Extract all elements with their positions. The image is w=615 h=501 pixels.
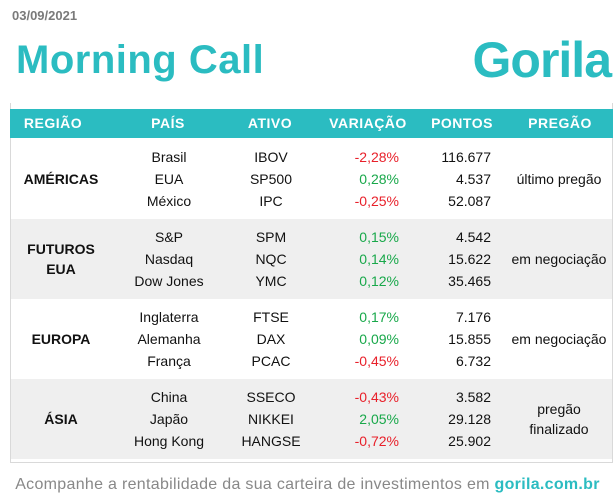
header-regiao: REGIÃO: [23, 115, 83, 131]
country-cell: México: [146, 193, 192, 209]
session-status: pregão finalizado: [529, 401, 589, 437]
table-row: França PCAC -0,45% 6.732: [11, 351, 612, 372]
session-status: em negociação: [511, 331, 607, 347]
change-cell: -0,25%: [354, 193, 399, 209]
points-cell: 116.677: [441, 149, 491, 165]
header-ativo: ATIVO: [247, 115, 293, 131]
asset-cell: IBOV: [254, 149, 288, 165]
country-cell: França: [147, 353, 191, 369]
region-group: FUTUROS EUA S&P SPM 0,15% 4.542 Nasdaq NQC 0,14…: [11, 219, 612, 299]
asset-cell: SSECO: [246, 389, 296, 405]
points-cell: 4.542: [455, 229, 491, 245]
country-cell: Hong Kong: [133, 433, 205, 449]
points-cell: 3.582: [455, 389, 491, 405]
change-cell: -0,43%: [354, 389, 399, 405]
region-label: FUTUROS EUA: [27, 241, 95, 277]
change-cell: 0,17%: [359, 309, 399, 325]
report-date: 03/09/2021: [12, 8, 78, 23]
points-cell: 29.128: [448, 411, 491, 427]
points-cell: 15.622: [448, 251, 491, 267]
asset-cell: NIKKEI: [248, 411, 294, 427]
asset-cell: NQC: [255, 251, 287, 267]
country-cell: EUA: [154, 171, 184, 187]
region-group: ÁSIA China SSECO -0,43% 3.582 Japão NIKKEI 2,05…: [11, 379, 612, 459]
table-row: EUA SP500 0,28% 4.537: [11, 169, 612, 190]
region-group: AMÉRICAS Brasil IBOV -2,28% 116.677 EUA SP500 0…: [11, 139, 612, 219]
region-group: EUROPA Inglaterra FTSE 0,17% 7.176 Alemanha DA…: [11, 299, 612, 379]
session-status: em negociação: [511, 251, 607, 267]
footer-note: Acompanhe a rentabilidade da sua carteir…: [0, 476, 615, 494]
region-label: ÁSIA: [44, 411, 78, 427]
asset-cell: SP500: [249, 171, 293, 187]
country-cell: Alemanha: [137, 331, 201, 347]
asset-cell: SPM: [255, 229, 287, 245]
change-cell: -0,72%: [354, 433, 399, 449]
table-row: Dow Jones YMC 0,12% 35.465: [11, 271, 612, 292]
change-cell: 0,14%: [359, 251, 399, 267]
points-cell: 35.465: [448, 273, 491, 289]
footer-link[interactable]: gorila.com.br: [494, 476, 600, 493]
table-row: Brasil IBOV -2,28% 116.677: [11, 147, 612, 168]
asset-cell: DAX: [256, 331, 286, 347]
page-title: Morning Call: [16, 38, 265, 82]
region-label: EUROPA: [31, 331, 91, 347]
change-cell: 2,05%: [359, 411, 399, 427]
table-row: Alemanha DAX 0,09% 15.855: [11, 329, 612, 350]
table-row: Nasdaq NQC 0,14% 15.622: [11, 249, 612, 270]
points-cell: 6.732: [455, 353, 491, 369]
change-cell: 0,15%: [359, 229, 399, 245]
table-row: S&P SPM 0,15% 4.542: [11, 227, 612, 248]
change-cell: 0,12%: [359, 273, 399, 289]
footer-text: Acompanhe a rentabilidade da sua carteir…: [15, 476, 490, 493]
change-cell: 0,09%: [359, 331, 399, 347]
asset-cell: YMC: [255, 273, 287, 289]
table-frame: [10, 103, 613, 463]
country-cell: Brasil: [151, 149, 187, 165]
table-row: China SSECO -0,43% 3.582: [11, 387, 612, 408]
region-label: AMÉRICAS: [23, 171, 99, 187]
session-status: último pregão: [516, 171, 602, 187]
table-row: México IPC -0,25% 52.087: [11, 191, 612, 212]
asset-cell: FTSE: [253, 309, 289, 325]
points-cell: 7.176: [455, 309, 491, 325]
asset-cell: PCAC: [251, 353, 291, 369]
points-cell: 25.902: [448, 433, 491, 449]
country-cell: Japão: [149, 411, 189, 427]
country-cell: Inglaterra: [139, 309, 199, 325]
asset-cell: IPC: [259, 193, 283, 209]
change-cell: -2,28%: [354, 149, 399, 165]
change-cell: 0,28%: [359, 171, 399, 187]
table-row: Japão NIKKEI 2,05% 29.128: [11, 409, 612, 430]
header-pais: PAÍS: [151, 115, 185, 131]
country-cell: China: [150, 389, 188, 405]
table-row: Hong Kong HANGSE -0,72% 25.902: [11, 431, 612, 452]
points-cell: 15.855: [448, 331, 491, 347]
change-cell: -0,45%: [354, 353, 399, 369]
country-cell: Dow Jones: [134, 273, 204, 289]
header-pontos: PONTOS: [431, 115, 493, 131]
country-cell: Nasdaq: [144, 251, 194, 267]
table-row: Inglaterra FTSE 0,17% 7.176: [11, 307, 612, 328]
header-variacao: VARIAÇÃO: [329, 115, 407, 131]
points-cell: 52.087: [448, 193, 491, 209]
asset-cell: HANGSE: [241, 433, 301, 449]
country-cell: S&P: [154, 229, 183, 245]
table-header: REGIÃO PAÍS ATIVO VARIAÇÃO PONTOS PREGÃO: [10, 109, 613, 138]
gorila-logo: Gorila: [472, 32, 612, 88]
header-pregao: PREGÃO: [528, 115, 592, 131]
points-cell: 4.537: [455, 171, 491, 187]
